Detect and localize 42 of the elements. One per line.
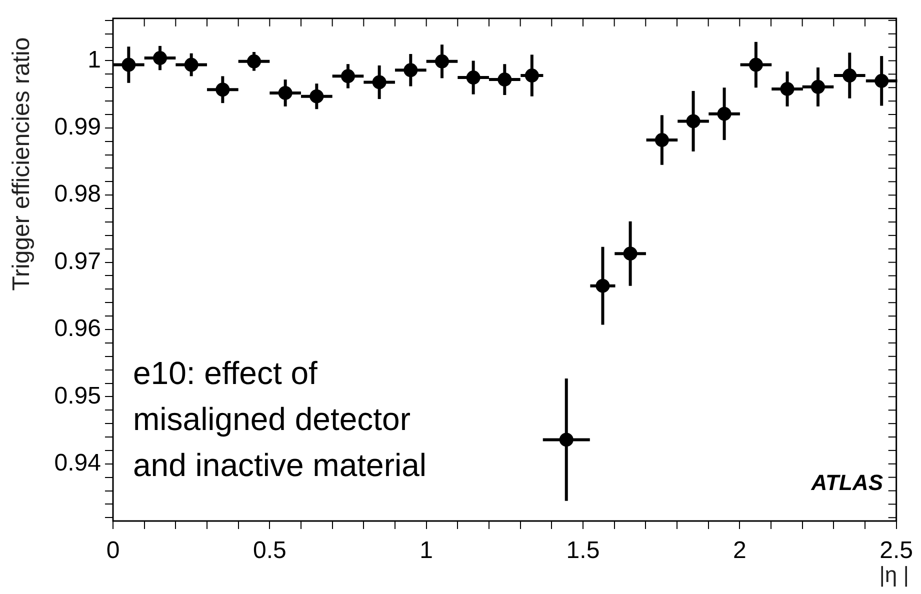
point xyxy=(434,54,449,68)
point xyxy=(310,89,324,104)
point xyxy=(780,82,794,96)
point xyxy=(216,82,230,97)
annotation: ATLAS xyxy=(811,470,883,496)
point xyxy=(372,75,386,90)
point xyxy=(278,86,292,100)
y-tick-label: 0.97 xyxy=(54,248,101,275)
point xyxy=(596,278,610,293)
point xyxy=(404,63,418,78)
x-tick-label: 0.5 xyxy=(252,537,286,564)
x-tick-label: 1 xyxy=(420,537,434,564)
x-tick-label: 1.5 xyxy=(566,537,600,564)
point xyxy=(153,51,167,66)
point xyxy=(559,432,574,447)
point xyxy=(686,114,700,128)
point xyxy=(184,58,198,72)
point xyxy=(466,70,480,85)
y-tick-label: 0.98 xyxy=(54,180,101,208)
point xyxy=(654,133,669,148)
y-tick-label: 1 xyxy=(88,46,101,74)
point xyxy=(340,69,355,84)
y-tick-label: 0.95 xyxy=(54,382,101,410)
point xyxy=(498,72,512,87)
point xyxy=(748,58,763,72)
point xyxy=(842,68,857,83)
point xyxy=(874,74,889,88)
x-tick-label: 2.5 xyxy=(880,537,914,564)
point xyxy=(810,80,825,94)
point xyxy=(623,246,638,261)
x-tick-label: 0 xyxy=(106,537,120,564)
point xyxy=(122,58,136,72)
annotation: e10: effect of misaligned detector and inactive material xyxy=(133,354,428,485)
x-tick-label: 2 xyxy=(732,537,746,564)
point xyxy=(247,54,261,68)
y-axis-title: Trigger efficiencies ratio xyxy=(8,36,36,293)
y-tick-label: 0.99 xyxy=(54,114,101,141)
point xyxy=(524,68,539,83)
point xyxy=(717,106,732,121)
y-tick-label: 0.94 xyxy=(54,450,101,477)
y-tick-label: 0.96 xyxy=(54,315,101,342)
x-axis-title: |η | xyxy=(879,562,909,588)
